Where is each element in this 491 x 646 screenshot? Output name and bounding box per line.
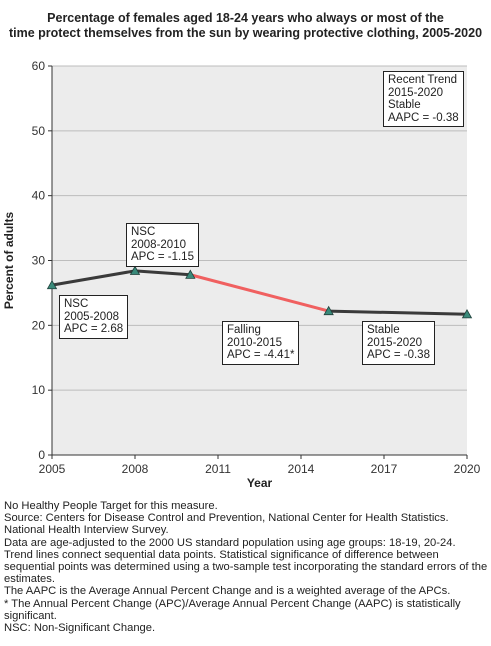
data-point-marker xyxy=(185,269,196,279)
trend-segment-stable xyxy=(327,309,469,316)
footnote: Data are age-adjusted to the 2000 US sta… xyxy=(4,536,456,549)
chart-title-line-1: Percentage of females aged 18-24 years w… xyxy=(47,11,444,25)
y-tick-label: 50 xyxy=(32,124,46,138)
annotation-line: 2005-2008 xyxy=(64,310,119,323)
footnote: * The Annual Percent Change (APC)/Averag… xyxy=(4,597,461,622)
annotation-line: 2010-2015 xyxy=(227,336,282,349)
footnote: NSC: Non-Significant Change. xyxy=(4,622,156,635)
y-tick-label: 0 xyxy=(38,448,45,462)
footnote: No Healthy People Target for this measur… xyxy=(4,500,218,512)
x-tick-label: 2020 xyxy=(454,462,481,476)
annotation-line: Falling xyxy=(227,324,261,336)
y-tick-label: 20 xyxy=(32,318,46,332)
y-tick-label: 30 xyxy=(32,254,46,268)
annotation-nsc-2005-2008: NSC 2005-2008 APC = 2.68 xyxy=(59,295,129,339)
y-tick-label: 40 xyxy=(32,189,46,203)
x-tick-label: 2008 xyxy=(122,462,149,476)
trend-segment-nsc xyxy=(133,269,192,277)
data-point-marker xyxy=(46,279,58,290)
annotation-line: Recent Trend xyxy=(388,74,458,86)
trend-segment-nsc xyxy=(50,269,137,287)
footnote: Source: Centers for Disease Control and … xyxy=(4,512,449,537)
annotation-line: 2008-2010 xyxy=(131,238,186,251)
x-tick-label: 2005 xyxy=(39,462,66,476)
footnote: Trend lines connect sequential data poin… xyxy=(4,548,488,586)
data-point-marker xyxy=(129,265,141,275)
footnotes: No Healthy People Target for this measur… xyxy=(4,500,490,634)
x-tick-label: 2017 xyxy=(371,462,398,476)
annotation-nsc-2008-2010: NSC 2008-2010 APC = -1.15 xyxy=(126,223,199,267)
chart-title: Percentage of females aged 18-24 years w… xyxy=(0,11,491,41)
annotation-line: NSC xyxy=(131,226,156,238)
annotation-line: NSC xyxy=(64,298,89,310)
y-tick-label: 10 xyxy=(32,383,46,397)
annotation-line: APC = -0.38 xyxy=(367,349,430,361)
y-axis-label: Percent of adults xyxy=(2,212,16,310)
chart-title-line-2: time protect themselves from the sun by … xyxy=(8,26,483,40)
annotation-line: Stable xyxy=(388,99,421,111)
annotation-stable-2015-2020: Stable 2015-2020 APC = -0.38 xyxy=(362,321,435,365)
annotation-line: APC = -4.41* xyxy=(227,349,295,361)
x-axis-label: Year xyxy=(247,476,273,490)
annotation-line: APC = -1.15 xyxy=(131,251,194,263)
annotation-line: 2015-2020 xyxy=(367,336,422,349)
trend-segment-falling xyxy=(188,273,331,313)
footnote: The AAPC is the Average Annual Percent C… xyxy=(4,585,451,598)
annotation-line: Stable xyxy=(367,324,400,336)
x-tick-label: 2014 xyxy=(288,462,315,476)
data-point-marker xyxy=(323,305,334,316)
annotation-falling-2010-2015: Falling 2010-2015 APC = -4.41* xyxy=(222,321,300,365)
annotation-recent-trend: Recent Trend 2015-2020 Stable AAPC = -0.… xyxy=(383,71,464,127)
x-tick-label: 2011 xyxy=(205,462,231,476)
annotation-line: 2015-2020 xyxy=(388,86,443,99)
data-point-marker xyxy=(461,308,473,319)
annotation-line: AAPC = -0.38 xyxy=(388,111,459,124)
y-tick-label: 60 xyxy=(32,59,46,73)
line-chart: 0 10 20 30 40 50 60 2005 2008 2011 2014 2017 2020 Yea… xyxy=(2,59,481,490)
annotation-line: APC = 2.68 xyxy=(64,323,124,335)
